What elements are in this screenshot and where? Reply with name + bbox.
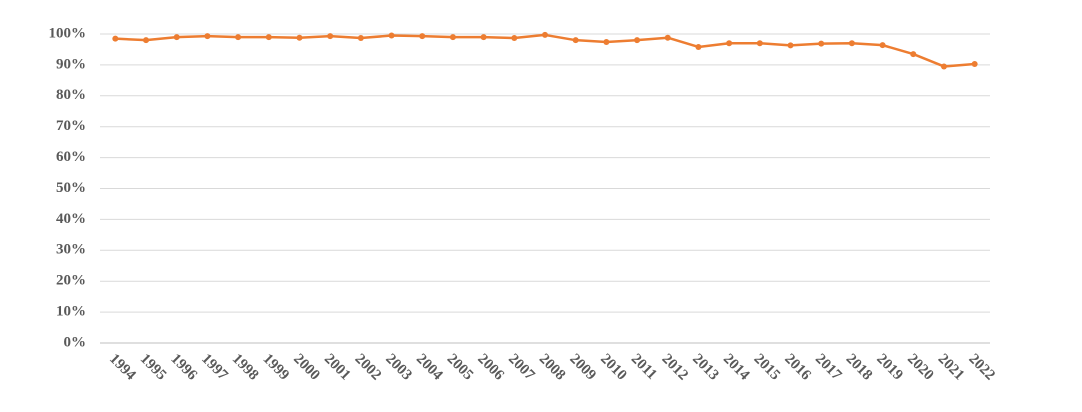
x-tick-label: 2017: [812, 351, 845, 384]
x-tick-label: 1996: [167, 351, 200, 384]
data-point: [204, 33, 211, 40]
y-tick-label: 20%: [56, 273, 86, 289]
data-point: [327, 33, 334, 40]
y-tick-label: 0%: [64, 334, 87, 350]
data-point: [173, 34, 180, 41]
data-point: [818, 40, 825, 47]
x-tick-label: 2016: [781, 351, 814, 384]
x-tick-label: 2010: [597, 351, 630, 384]
y-tick-label: 80%: [56, 87, 86, 103]
y-tick-label: 90%: [56, 56, 86, 72]
y-tick-label: 30%: [56, 242, 86, 258]
data-point: [664, 34, 671, 41]
data-point: [388, 32, 395, 39]
x-tick-label: 2003: [382, 351, 415, 384]
data-point: [235, 34, 242, 41]
x-tick-label: 1998: [229, 351, 262, 384]
x-tick-label: 2004: [413, 351, 446, 384]
data-point: [143, 37, 150, 44]
x-tick-label: 2018: [843, 351, 876, 384]
x-tick-label: 2007: [505, 351, 538, 384]
x-tick-label: 2001: [321, 351, 354, 384]
data-point: [419, 33, 426, 40]
x-tick-label: 2005: [444, 351, 477, 384]
x-tick-label: 1994: [106, 351, 139, 384]
x-tick-label: 2012: [658, 351, 691, 384]
x-tick-label: 2000: [290, 351, 323, 384]
x-tick-label: 2008: [536, 351, 569, 384]
x-tick-label: 2020: [904, 351, 937, 384]
x-tick-label: 2015: [751, 351, 784, 384]
x-tick-label: 2006: [474, 351, 507, 384]
data-point: [910, 51, 917, 58]
data-point: [787, 42, 794, 49]
x-tick-label: 1997: [198, 351, 231, 384]
x-tick-label: 2014: [720, 351, 753, 384]
data-point: [971, 60, 978, 67]
x-tick-label: 2019: [873, 351, 906, 384]
data-point: [879, 42, 886, 49]
data-point: [542, 31, 548, 38]
data-point: [848, 40, 855, 47]
data-point: [112, 35, 119, 42]
x-tick-label: 2002: [352, 351, 385, 384]
y-tick-label: 60%: [56, 149, 86, 165]
x-tick-label: 2021: [935, 351, 968, 384]
x-tick-label: 1995: [137, 351, 170, 384]
data-point: [480, 34, 487, 41]
x-tick-label: 2009: [566, 351, 599, 384]
data-point: [634, 37, 641, 44]
data-point: [511, 35, 518, 42]
y-tick-label: 50%: [56, 180, 86, 196]
data-point: [940, 63, 947, 70]
data-point: [449, 34, 456, 41]
x-tick-label: 2013: [689, 351, 722, 384]
data-point: [726, 40, 733, 47]
series-line: [115, 33, 975, 68]
data-point: [603, 39, 610, 46]
y-tick-label: 100%: [49, 25, 87, 41]
x-tick-label: 2022: [965, 351, 998, 384]
data-point: [756, 40, 763, 47]
data-point: [572, 37, 579, 44]
x-tick-label: 1999: [260, 351, 293, 384]
y-tick-label: 40%: [56, 211, 86, 227]
x-tick-label: 2011: [628, 351, 660, 383]
data-point: [296, 34, 303, 41]
data-point: [695, 43, 702, 50]
y-tick-label: 10%: [56, 304, 86, 320]
y-tick-label: 70%: [56, 118, 86, 134]
data-point: [357, 35, 364, 42]
data-point: [265, 34, 272, 41]
